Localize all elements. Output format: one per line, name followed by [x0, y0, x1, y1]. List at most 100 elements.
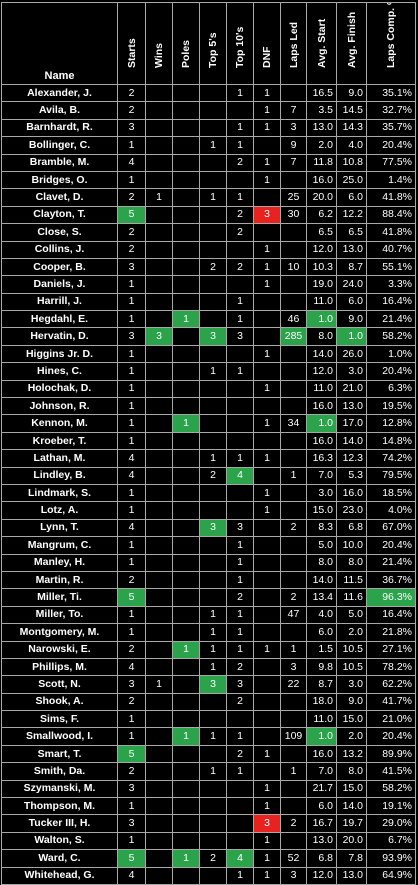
laps-comp-header-label: Laps Comp. % — [385, 2, 397, 69]
poles-cell — [172, 501, 200, 520]
laps-comp-cell: 77.5% — [366, 153, 416, 172]
table-row: Manley, H. 1 1 8.0 8.0 21.4% — [1, 553, 416, 572]
wins-cell — [145, 344, 173, 364]
dnf-cell — [253, 692, 281, 712]
table-row: Lotz, A. 1 1 15.0 23.0 4.0% — [1, 501, 416, 520]
avg-finish-cell: 2.0 — [336, 727, 367, 746]
avg-finish-cell: 21.0 — [336, 379, 367, 399]
top10-cell: 3 — [226, 675, 254, 694]
table-row: Lynn, T. 4 3 3 2 8.3 6.8 67.0% — [1, 518, 416, 538]
poles-cell — [172, 744, 200, 764]
laps-comp-cell: 20.4% — [366, 727, 416, 746]
wins-cell: 1 — [145, 675, 173, 694]
starts-cell: 1 — [117, 727, 146, 746]
avg-finish-cell: 8.0 — [336, 553, 367, 572]
top5-cell: 1 — [199, 623, 227, 642]
laps-comp-cell: 35.7% — [366, 118, 416, 138]
top10-cell — [226, 710, 254, 729]
poles-cell — [172, 588, 200, 607]
dnf-cell — [253, 727, 281, 746]
dnf-cell — [253, 327, 281, 346]
top10-cell: 1 — [226, 292, 254, 312]
avg-start-cell: 14.0 — [306, 344, 337, 364]
dnf-cell — [253, 431, 281, 451]
wins-cell — [145, 640, 173, 659]
driver-name-cell: Sims, F. — [1, 710, 118, 729]
poles-cell: 1 — [172, 414, 200, 433]
top5-cell: 1 — [199, 188, 227, 207]
top10-cell: 1 — [226, 310, 254, 329]
dnf-cell — [253, 292, 281, 312]
wins-cell — [145, 379, 173, 399]
wins-cell — [145, 414, 173, 433]
top5-cell — [199, 501, 227, 520]
avg-finish-cell: 13.2 — [336, 744, 367, 764]
top10-cell — [226, 240, 254, 259]
dnf-cell — [253, 762, 281, 781]
top10-cell — [226, 797, 254, 816]
poles-cell — [172, 379, 200, 399]
starts-cell: 1 — [117, 483, 146, 503]
poles-cell — [172, 153, 200, 172]
starts-cell: 1 — [117, 831, 146, 851]
avg-start-cell: 6.0 — [306, 623, 337, 642]
wins-cell — [145, 605, 173, 625]
top10-cell: 1 — [226, 640, 254, 659]
avg-start-cell: 8.3 — [306, 518, 337, 538]
laps-comp-cell: 6.7% — [366, 831, 416, 851]
poles-cell — [172, 657, 200, 677]
driver-name-cell: Smallwood, I. — [1, 727, 118, 746]
starts-cell: 1 — [117, 605, 146, 625]
laps-led-cell: 47 — [280, 605, 307, 625]
laps-comp-cell: 35.1% — [366, 83, 416, 103]
starts-cell: 1 — [117, 170, 146, 190]
laps-comp-cell: 41.8% — [366, 188, 416, 207]
avg-finish-cell: 1.0 — [336, 327, 367, 346]
wins-cell — [145, 866, 173, 885]
laps-led-cell: 9 — [280, 136, 307, 155]
avg-finish-cell: 11.6 — [336, 588, 367, 607]
avg-finish-cell: 5.3 — [336, 466, 367, 485]
top5-cell — [199, 779, 227, 799]
poles-cell — [172, 170, 200, 190]
avg-finish-cell: 2.0 — [336, 623, 367, 642]
poles-cell — [172, 605, 200, 625]
wins-cell — [145, 292, 173, 312]
driver-name-cell: Alexander, J. — [1, 83, 118, 103]
top5-cell — [199, 292, 227, 312]
avg-start-cell: 14.0 — [306, 570, 337, 590]
wins-cell — [145, 710, 173, 729]
driver-name-cell: Kroeber, T. — [1, 431, 118, 451]
table-row: Lindmark, S. 1 1 3.0 16.0 18.5% — [1, 483, 416, 503]
avg-start-cell: 19.0 — [306, 275, 337, 294]
starts-cell: 1 — [117, 292, 146, 312]
avg-start-cell: 3.0 — [306, 483, 337, 503]
table-row: Clayton, T. 5 2 3 30 6.2 12.2 88.4% — [1, 205, 416, 225]
avg-finish-header-label: Avg. Finish — [345, 11, 358, 68]
poles-cell — [172, 692, 200, 712]
dnf-cell — [253, 397, 281, 416]
laps-led-cell: 1 — [280, 466, 307, 485]
avg-finish-cell: 10.5 — [336, 640, 367, 659]
dnf-cell: 3 — [253, 814, 281, 833]
laps-led-cell: 22 — [280, 675, 307, 694]
top10-cell — [226, 831, 254, 851]
avg-finish-cell: 14.3 — [336, 118, 367, 138]
poles-cell — [172, 397, 200, 416]
wins-cell — [145, 83, 173, 103]
dnf-cell: 1 — [253, 449, 281, 468]
laps-led-cell — [280, 501, 307, 520]
avg-start-cell: 11.0 — [306, 379, 337, 399]
avg-finish-cell: 13.0 — [336, 866, 367, 885]
laps-led-cell — [280, 710, 307, 729]
poles-cell — [172, 762, 200, 781]
wins-cell — [145, 762, 173, 781]
avg-finish-cell: 3.0 — [336, 675, 367, 694]
avg-start-cell: 2.0 — [306, 136, 337, 155]
wins-cell — [145, 362, 173, 381]
dnf-cell — [253, 518, 281, 538]
starts-cell: 3 — [117, 675, 146, 694]
poles-cell — [172, 623, 200, 642]
avg-start-cell: 16.0 — [306, 397, 337, 416]
